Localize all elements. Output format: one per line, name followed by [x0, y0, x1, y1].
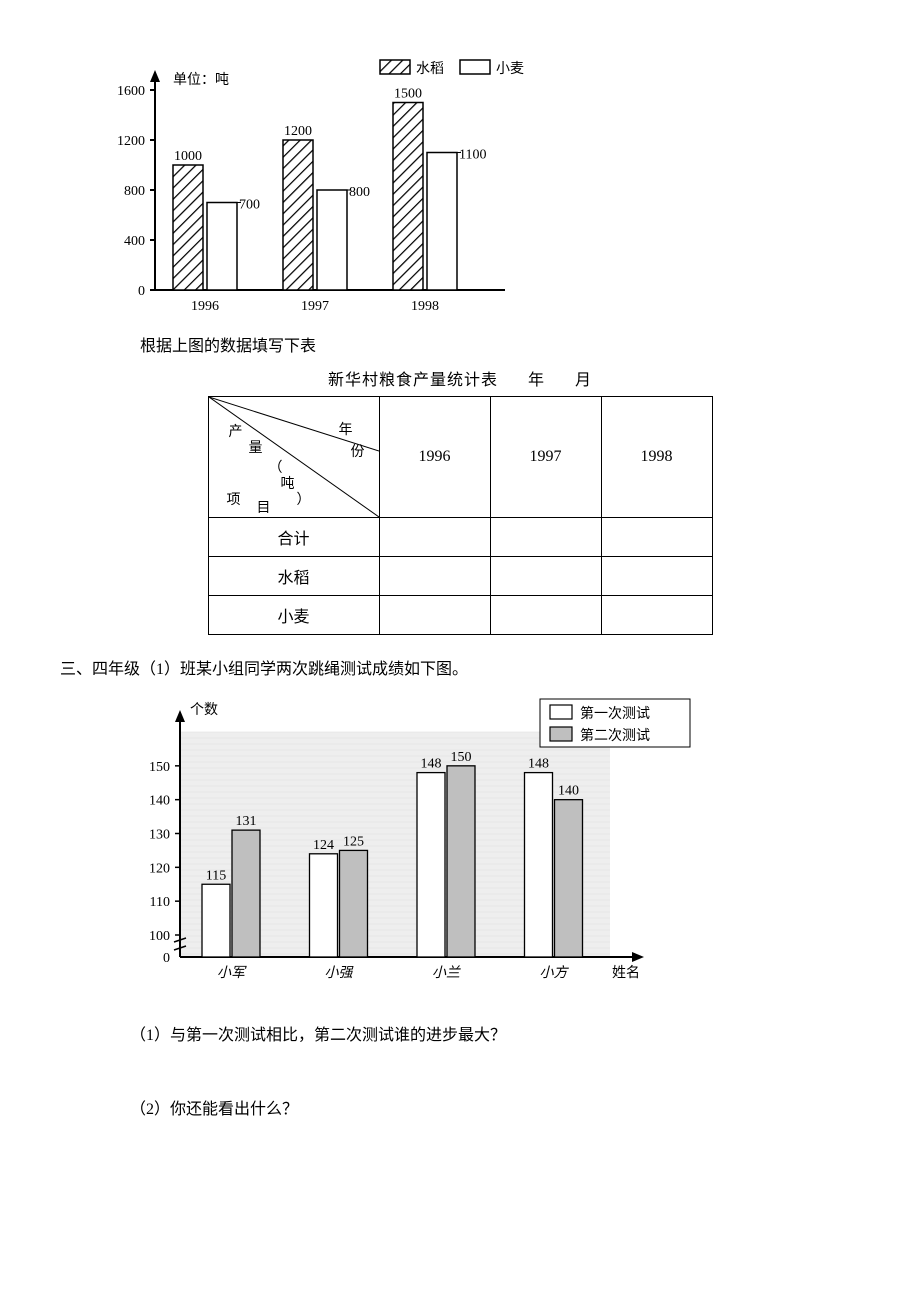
svg-text:第二次测试: 第二次测试 [580, 727, 650, 744]
svg-text:148: 148 [528, 757, 549, 772]
jump-rope-bar-chart: 0 100 110 120 130 140 150 个数姓名 第一次测试第二次测试 115 131 小… [100, 687, 720, 997]
svg-text:水稻: 水稻 [416, 61, 444, 77]
table-col-header: 1996 [379, 397, 490, 518]
table-cell-empty [379, 557, 490, 596]
table-col-header: 1998 [601, 397, 712, 518]
diag-label-bot: 目 [257, 497, 271, 517]
svg-text:1500: 1500 [394, 87, 422, 102]
diag-label-mid: ） [297, 489, 311, 509]
table-title-month-unit: 月 [575, 372, 592, 389]
table-cell-empty [490, 596, 601, 635]
svg-text:1998: 1998 [411, 299, 439, 314]
svg-text:小麦: 小麦 [496, 61, 524, 77]
caption-fill-table: 根据上图的数据填写下表 [140, 332, 860, 356]
svg-text:姓名: 姓名 [612, 965, 640, 981]
table-corner-cell: 产量（吨）年份项目 [208, 397, 379, 518]
svg-text:800: 800 [349, 185, 370, 200]
table-cell-empty [601, 557, 712, 596]
diag-label-mid: 量 [249, 437, 263, 457]
table-title-year-unit: 年 [528, 372, 545, 389]
svg-text:124: 124 [313, 838, 334, 853]
diag-label-bot: 项 [227, 489, 241, 509]
table-title-text: 新华村粮食产量统计表 [328, 372, 498, 389]
svg-text:700: 700 [239, 198, 260, 213]
svg-text:150: 150 [149, 760, 170, 775]
table-row-header: 水稻 [208, 557, 379, 596]
table-cell-empty [379, 596, 490, 635]
table-cell-empty [379, 518, 490, 557]
svg-text:125: 125 [343, 834, 364, 849]
table-cell-empty [490, 557, 601, 596]
table-row-header: 小麦 [208, 596, 379, 635]
svg-text:120: 120 [149, 861, 170, 876]
table-cell-empty [601, 596, 712, 635]
svg-text:130: 130 [149, 828, 170, 843]
diag-label-top: 份 [351, 441, 365, 461]
svg-text:1100: 1100 [459, 148, 486, 163]
table-cell-empty [490, 518, 601, 557]
svg-text:150: 150 [451, 750, 472, 765]
svg-text:小兰: 小兰 [432, 965, 461, 981]
grain-bar-chart: 水稻 小麦单位：吨 0 400 800 1200 1600 1000 700 1996 1200 80… [60, 40, 580, 320]
svg-text:400: 400 [124, 234, 145, 249]
svg-text:1000: 1000 [174, 149, 202, 164]
svg-text:0: 0 [138, 284, 145, 299]
diag-label-top: 年 [339, 419, 353, 439]
svg-text:1200: 1200 [284, 124, 312, 139]
svg-text:1997: 1997 [301, 299, 329, 314]
svg-text:110: 110 [150, 895, 170, 910]
jump-rope-chart-container: 0 100 110 120 130 140 150 个数姓名 第一次测试第二次测试 115 131 小… [100, 687, 860, 997]
svg-text:800: 800 [124, 184, 145, 199]
table-cell-empty [601, 518, 712, 557]
svg-text:1600: 1600 [117, 84, 145, 99]
svg-text:小方: 小方 [540, 965, 570, 981]
table-col-header: 1997 [490, 397, 601, 518]
svg-text:单位：吨: 单位：吨 [173, 72, 229, 88]
table-row-header: 合计 [208, 518, 379, 557]
svg-text:115: 115 [206, 868, 226, 883]
diag-label-mid: 吨 [281, 473, 295, 493]
svg-text:140: 140 [558, 784, 579, 799]
question-1: （1）与第一次测试相比，第二次测试谁的进步最大？ [130, 1021, 860, 1045]
grain-chart-container: 水稻 小麦单位：吨 0 400 800 1200 1600 1000 700 1996 1200 80… [60, 40, 860, 320]
svg-text:小强: 小强 [325, 965, 355, 981]
table-title: 新华村粮食产量统计表 年 月 [60, 366, 860, 390]
svg-text:1996: 1996 [191, 299, 219, 314]
svg-text:100: 100 [149, 929, 170, 944]
svg-text:1200: 1200 [117, 134, 145, 149]
svg-text:个数: 个数 [190, 702, 218, 718]
svg-text:140: 140 [149, 794, 170, 809]
section-heading-jump-rope: 三、四年级（1）班某小组同学两次跳绳测试成绩如下图。 [60, 655, 860, 679]
question-2: （2）你还能看出什么？ [130, 1095, 860, 1119]
diag-label-mid: 产 [229, 421, 243, 441]
svg-text:第一次测试: 第一次测试 [580, 705, 650, 722]
grain-production-table: 产量（吨）年份项目199619971998合计水稻小麦 [208, 396, 713, 635]
svg-text:0: 0 [163, 951, 170, 966]
svg-text:148: 148 [421, 757, 442, 772]
svg-text:小军: 小军 [217, 965, 247, 981]
svg-text:131: 131 [236, 814, 257, 829]
